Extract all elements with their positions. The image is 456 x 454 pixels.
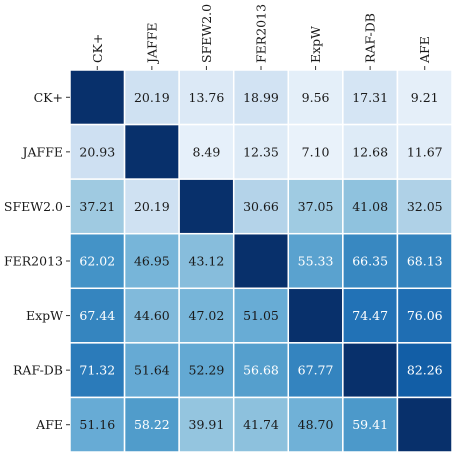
cell-value-label: 13.76	[189, 90, 225, 105]
cell-value-label: 66.35	[352, 254, 388, 269]
cell-value-label: 76.06	[407, 308, 443, 323]
cell-value-label: 58.22	[134, 417, 170, 432]
cell-value-label: 20.19	[134, 90, 170, 105]
column-tick-labels: CK+ JAFFE SFEW2.0 FER2013 ExpW RAF-DB AFE	[90, 4, 432, 70]
heatmap-cell	[287, 123, 344, 180]
heatmap-cell	[69, 396, 126, 453]
cell-value-label: 9.21	[411, 90, 439, 105]
row-tick-label: CK+	[34, 90, 63, 105]
heatmap-cell	[123, 69, 180, 126]
cell-value-label: 9.56	[302, 90, 330, 105]
cell-value-label: 20.93	[79, 144, 115, 159]
cell-value-label: 67.44	[79, 308, 115, 323]
column-tick-label: CK+	[90, 34, 105, 63]
cell-value-label: 18.99	[243, 90, 279, 105]
row-tick-label: SFEW2.0	[4, 199, 63, 214]
heatmap-cell	[178, 287, 235, 344]
heatmap-cell	[123, 396, 180, 453]
cell-value-label: 82.26	[407, 363, 443, 378]
heatmap-cell	[69, 342, 126, 399]
row-tick-label: FER2013	[4, 254, 63, 269]
column-tick-label: ExpW	[308, 26, 323, 63]
cell-value-label: 68.13	[407, 254, 443, 269]
heatmap-cell	[178, 178, 235, 235]
cell-value-label: 41.08	[352, 199, 388, 214]
cell-value-label: 7.10	[302, 144, 330, 159]
heatmap-cell	[396, 342, 453, 399]
cell-value-label: 43.12	[189, 254, 225, 269]
row-tick-label: ExpW	[26, 308, 63, 323]
column-tick-label: AFE	[417, 36, 432, 64]
cell-value-label: 41.74	[243, 417, 279, 432]
heatmap-cell	[69, 69, 126, 126]
cell-value-label: 71.32	[79, 363, 115, 378]
cell-value-label: 51.64	[134, 363, 170, 378]
heatmap-cell	[287, 232, 344, 290]
cell-value-label: 51.05	[243, 308, 279, 323]
heatmap-cell	[123, 178, 180, 235]
heatmap-cell	[178, 69, 235, 126]
cell-value-label: 46.95	[134, 254, 170, 269]
cell-value-label: 12.68	[352, 144, 388, 159]
row-tick-label: RAF-DB	[13, 363, 63, 378]
cell-value-label: 17.31	[352, 90, 388, 105]
cell-value-label: 8.49	[193, 144, 221, 159]
heatmap-cell	[123, 123, 180, 180]
row-tick-label: JAFFE	[20, 144, 63, 159]
cell-value-label: 56.68	[243, 363, 279, 378]
heatmap-cell	[232, 232, 290, 290]
cell-value-label: 51.16	[79, 417, 115, 432]
row-tick-label: AFE	[35, 417, 63, 432]
cell-value-label: 37.21	[79, 199, 115, 214]
cell-value-label: 62.02	[79, 254, 115, 269]
heatmap-cell	[178, 232, 235, 290]
cell-value-label: 30.66	[243, 199, 279, 214]
column-tick-label: JAFFE	[144, 22, 159, 65]
heatmap-cell	[396, 69, 453, 126]
column-tick-label: RAF-DB	[363, 13, 378, 63]
heatmap-cell	[396, 232, 453, 290]
heatmap-cell	[178, 123, 235, 180]
cell-value-label: 74.47	[352, 308, 388, 323]
heatmap-cell	[396, 287, 453, 344]
cell-value-label: 55.33	[298, 254, 334, 269]
cell-value-label: 32.05	[407, 199, 443, 214]
cell-value-label: 67.77	[298, 363, 334, 378]
heatmap-cells: 20.19 13.76 18.99 9.56 17.31 9.21 20.93 8.49 12.…	[69, 69, 453, 453]
cell-value-label: 12.35	[243, 144, 279, 159]
column-tick-label: FER2013	[254, 4, 269, 63]
heatmap-cell	[232, 287, 290, 344]
cell-value-label: 20.19	[134, 199, 170, 214]
cell-value-label: 48.70	[298, 417, 334, 432]
heatmap-cell	[342, 178, 399, 235]
heatmap-cell	[69, 232, 126, 290]
row-tick-labels: CK+ JAFFE SFEW2.0 FER2013 ExpW RAF-DB AFE	[4, 90, 70, 432]
column-tick-label: SFEW2.0	[199, 4, 214, 63]
heatmap-cell	[342, 396, 399, 453]
heatmap-cell	[287, 178, 344, 235]
heatmap-cell	[396, 123, 453, 180]
heatmap-cell	[342, 232, 399, 290]
heatmap-cell	[287, 287, 344, 344]
cell-value-label: 11.67	[407, 144, 443, 159]
cell-value-label: 59.41	[352, 417, 388, 432]
cell-value-label: 37.05	[298, 199, 334, 214]
heatmap-cell	[232, 396, 290, 453]
cell-value-label: 52.29	[189, 363, 225, 378]
cell-value-label: 47.02	[189, 308, 225, 323]
cell-value-label: 39.91	[189, 417, 225, 432]
heatmap-cell	[342, 287, 399, 344]
cell-value-label: 44.60	[134, 308, 170, 323]
heatmap-cell	[287, 396, 344, 453]
heatmap-cell	[342, 342, 399, 399]
heatmap-cell	[123, 232, 180, 290]
heatmap-cell	[396, 396, 453, 453]
heatmap-cell	[396, 178, 453, 235]
